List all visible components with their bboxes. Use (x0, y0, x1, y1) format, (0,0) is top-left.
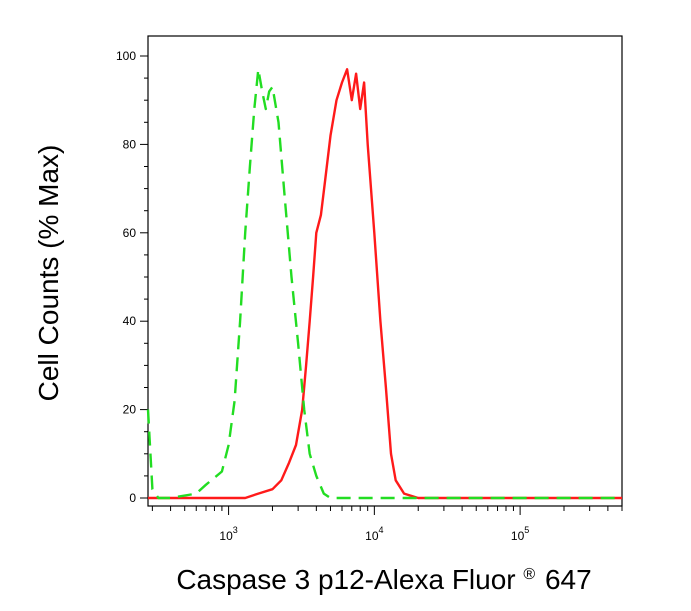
plot-frame (147, 35, 623, 507)
series-layer (146, 68, 622, 500)
x-axis-label-superscript: ® (523, 566, 535, 583)
y-tick-label: 80 (123, 137, 137, 151)
y-axis: 0 20 40 60 80 100 (116, 49, 148, 505)
series-line-2 (146, 68, 622, 500)
x-tick-label-base: 10 (365, 529, 379, 543)
x-tick-label-exponent: 5 (524, 525, 529, 535)
x-tick-label-exponent: 3 (233, 525, 238, 535)
x-tick-label-exponent: 4 (379, 525, 384, 535)
x-axis-label-suffix: 647 (545, 564, 592, 595)
x-tick-label: 103 (219, 525, 237, 543)
y-tick-label: 100 (116, 49, 136, 63)
y-axis-label: Cell Counts (% Max) (33, 145, 64, 402)
y-tick-label: 40 (123, 314, 137, 328)
plot-border (147, 35, 623, 507)
x-axis-label-main: Caspase 3 p12-Alexa Fluor (176, 564, 515, 595)
y-tick-label: 20 (123, 403, 137, 417)
y-tick-label: 0 (129, 491, 136, 505)
y-tick-label: 60 (123, 226, 137, 240)
series-line-1 (148, 68, 622, 500)
x-tick-label: 104 (365, 525, 383, 543)
x-axis: 103 104 105 (151, 506, 623, 543)
x-axis-label: Caspase 3 p12-Alexa Fluor ® 647 (176, 554, 591, 595)
x-tick-label-base: 10 (219, 529, 233, 543)
x-tick-label: 105 (511, 525, 529, 543)
x-tick-label-base: 10 (511, 529, 525, 543)
